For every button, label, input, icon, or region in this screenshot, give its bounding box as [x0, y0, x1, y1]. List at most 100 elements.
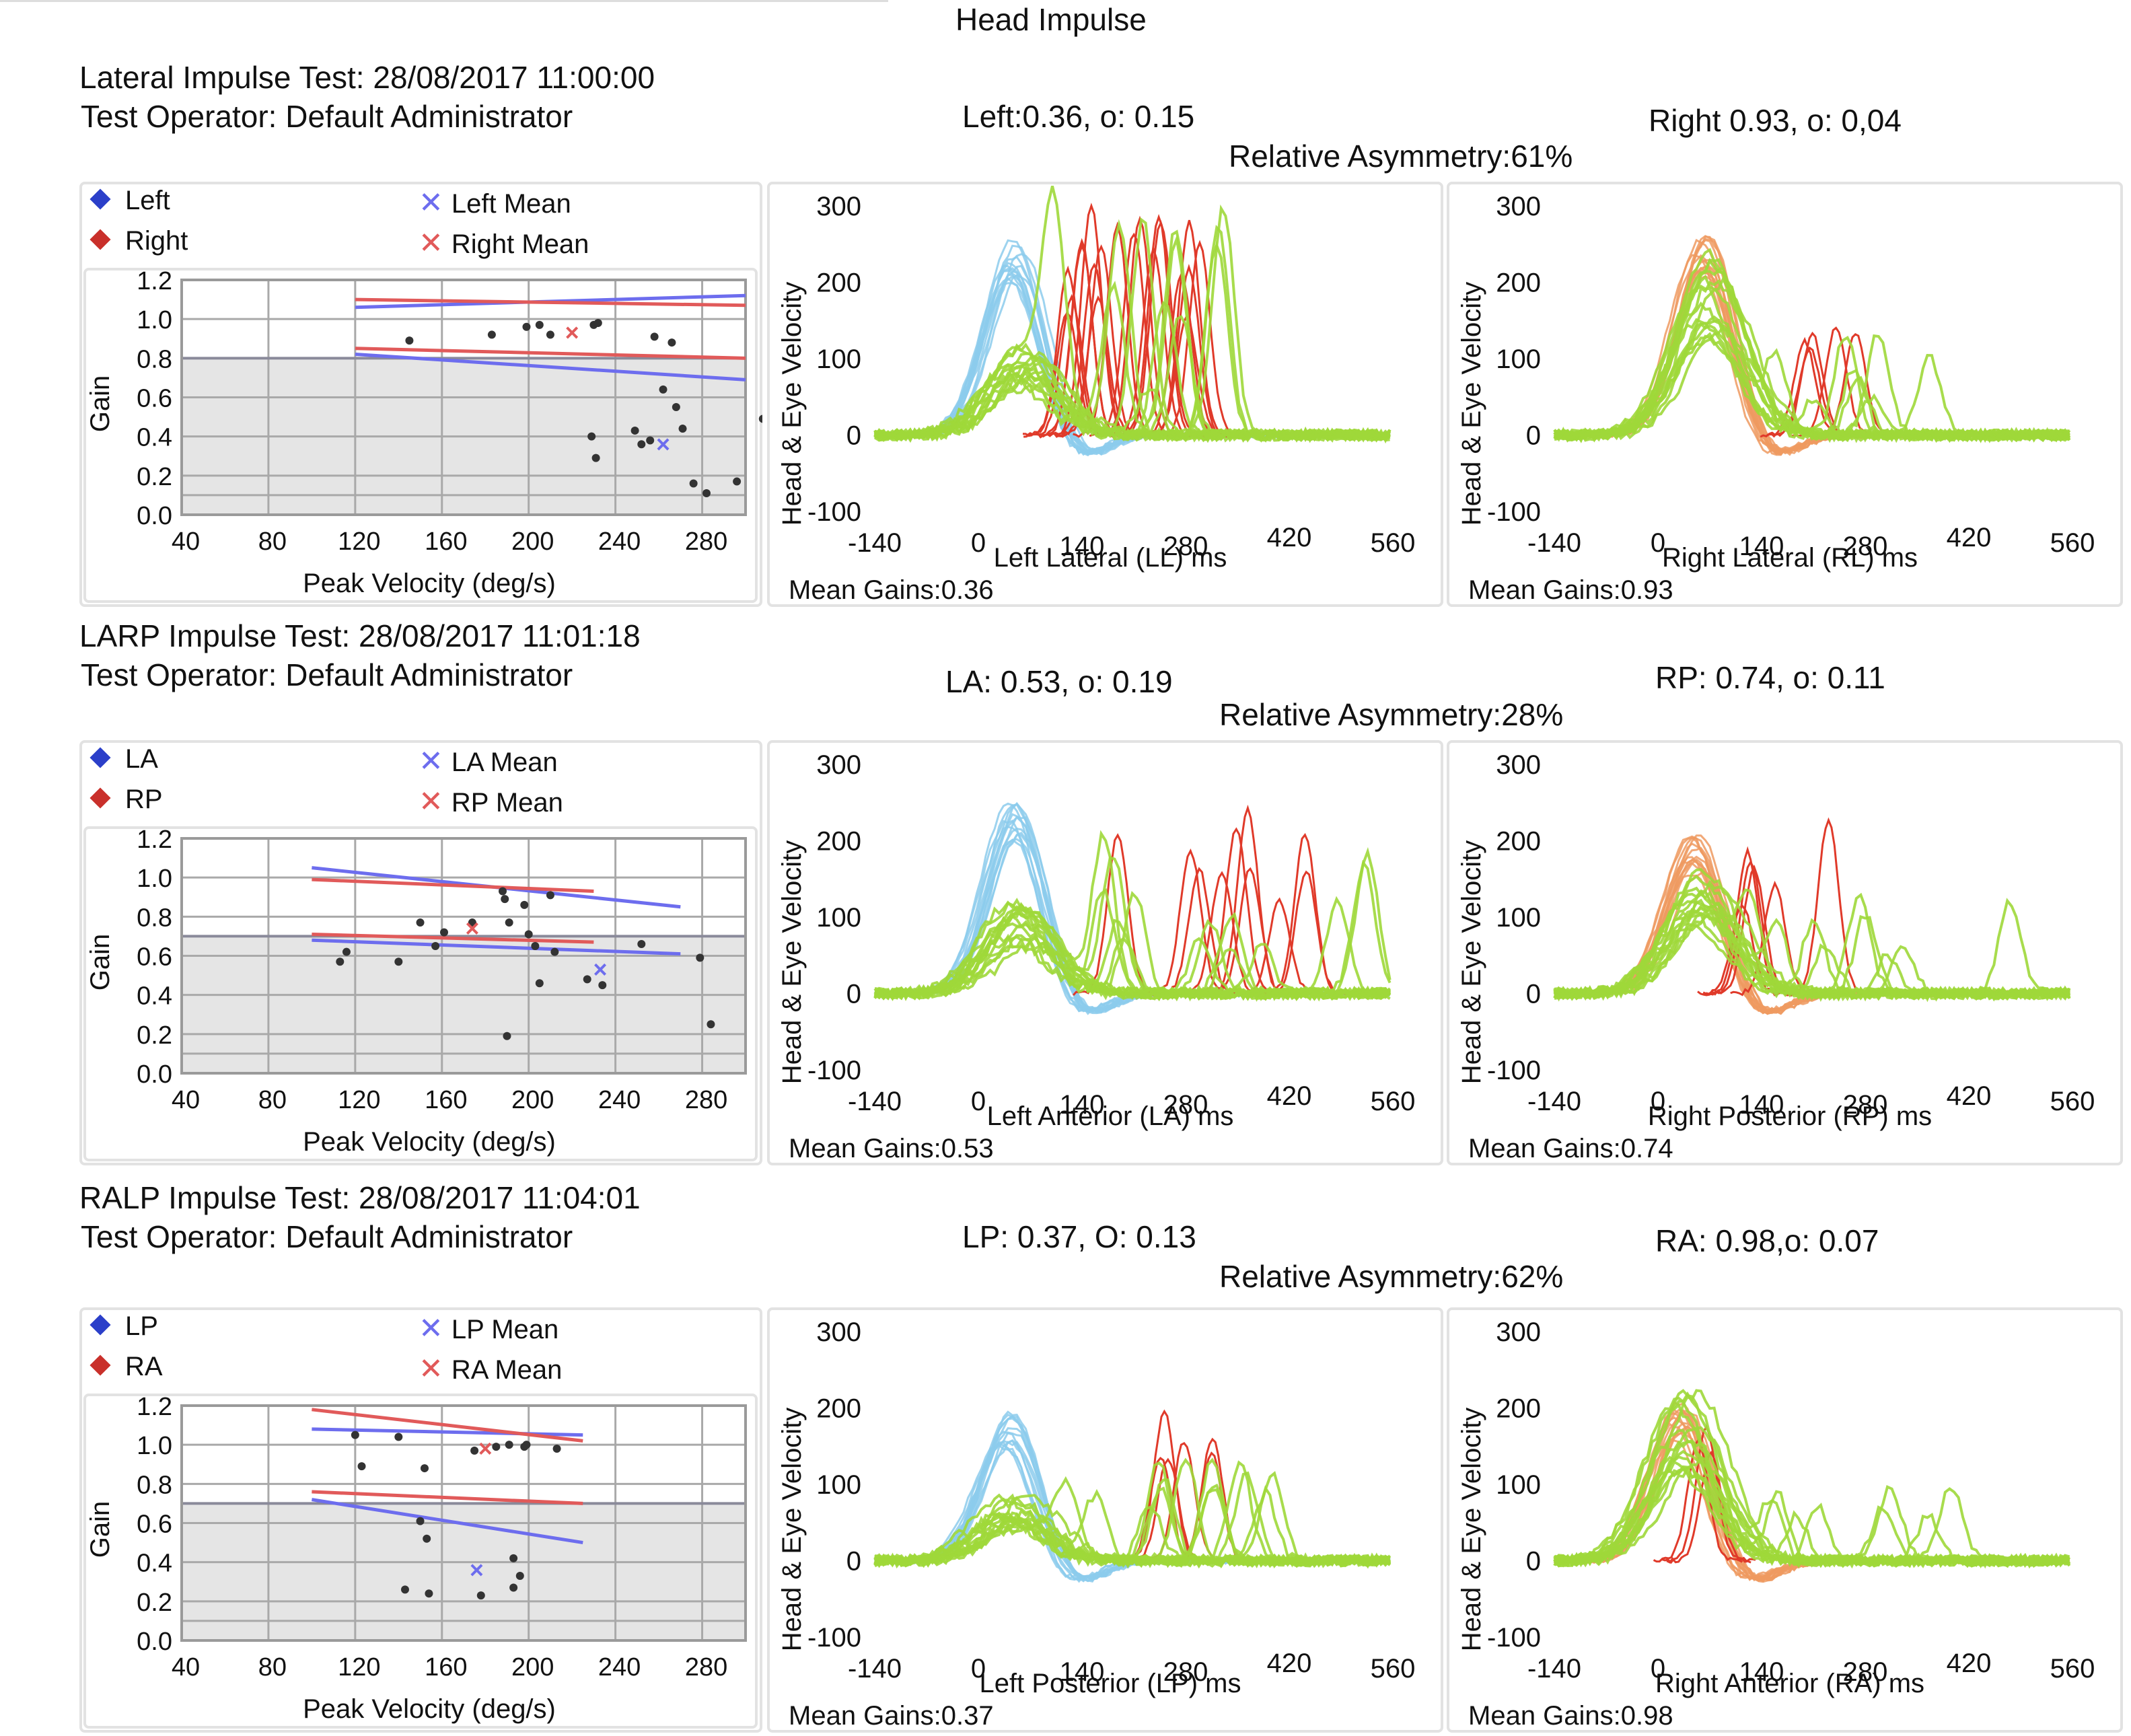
normative-line-red: [312, 877, 594, 894]
y-tick-label: 0.8: [137, 904, 172, 932]
y-tick-label: 0: [1526, 1547, 1541, 1577]
y-tick-label: 300: [816, 1317, 861, 1347]
x-tick-label: 280: [1163, 1090, 1208, 1120]
y-tick-label: 100: [816, 903, 861, 933]
normative-line-blue: [311, 1498, 583, 1545]
data-point: [416, 918, 425, 927]
x-axis-label: Left Posterior (LP) ms: [979, 1669, 1241, 1698]
head-velocity-trace: [1554, 1400, 2070, 1581]
y-axis-label: Gain: [85, 1501, 115, 1558]
x-tick-label: 560: [1371, 1087, 1416, 1116]
left-gain-stat: Left:0.36, o: 0.15: [962, 99, 1195, 134]
y-tick-label: 0: [846, 421, 861, 451]
red-cross-icon: ✕: [419, 227, 443, 260]
page-title: Head Impulse: [955, 2, 1147, 37]
x-axis-label: Right Lateral (RL) ms: [1662, 543, 1918, 573]
x-tick-label: 560: [2050, 528, 2095, 558]
y-tick-label: 0.8: [137, 1471, 172, 1499]
data-point: [593, 318, 602, 327]
x-tick-label: 420: [1267, 1081, 1312, 1111]
y-tick-label: 300: [1496, 750, 1541, 780]
plot-border: [180, 1404, 747, 1642]
left-velocity-trace-chart: 300 200 100 0 -100-140 0 140 280 420 560 Head & Ey…: [777, 1317, 1415, 1731]
right-velocity-trace-chart: 300 200 100 0 -100-140 0 140 280 420 560 Head & Ey…: [1457, 192, 2095, 605]
abnormal-gain-region: [182, 1503, 746, 1640]
y-tick-label: 100: [816, 1470, 861, 1500]
data-point: [531, 941, 540, 950]
mean-gain-label: Mean Gains:0.36: [789, 575, 994, 605]
y-tick-label: 1.0: [137, 306, 172, 334]
data-point: [522, 1441, 531, 1449]
data-point: [678, 425, 687, 433]
eye-velocity-trace: [874, 365, 1392, 444]
y-tick-label: 0.6: [137, 1511, 172, 1539]
y-tick-label: 200: [1496, 1394, 1541, 1424]
x-tick-label: 280: [1163, 532, 1208, 561]
data-point: [509, 1583, 518, 1592]
data-point: [501, 895, 509, 904]
legend-item-b: Right: [89, 226, 188, 256]
left-trace-panel: 300 200 100 0 -100 -140 0 140 280 420 560 Head & Ey…: [767, 182, 1443, 607]
data-point: [646, 436, 655, 445]
eye-velocity-trace: [873, 936, 1391, 1001]
test-title: Lateral Impulse Test: 28/08/2017 11:00:0…: [79, 60, 655, 95]
x-tick-label: 0: [1651, 1087, 1665, 1116]
legend-label: Right Mean: [451, 229, 589, 259]
mean-marker-red: ×: [465, 914, 479, 942]
x-tick-label: 0: [971, 1654, 986, 1684]
test-title: LARP Impulse Test: 28/08/2017 11:01:18: [79, 618, 641, 653]
data-point: [591, 454, 600, 462]
right-trace-panel: 300 200 100 0 -100 -140 0 140 280 420 560 Head & Ey…: [1447, 740, 2123, 1165]
x-tick-label: -140: [1527, 1087, 1581, 1116]
y-tick-label: 1.0: [137, 1432, 172, 1460]
x-tick-label: 280: [685, 1086, 727, 1114]
x-tick-label: 0: [1651, 528, 1665, 558]
normative-line-red: [312, 1408, 583, 1443]
y-tick-label: 1.2: [137, 1393, 172, 1421]
saccade-trace: [1764, 346, 1855, 438]
data-point: [351, 1431, 359, 1439]
eye-velocity-trace: [874, 1483, 1392, 1569]
y-tick-label: 0.0: [137, 1060, 172, 1089]
x-tick-label: 0: [971, 1087, 986, 1116]
legend-label: LP Mean: [451, 1315, 559, 1344]
plot-border: [180, 837, 747, 1075]
data-point: [637, 440, 646, 449]
x-tick-label: 140: [1739, 1090, 1784, 1120]
top-divider: [0, 0, 888, 2]
y-tick-label: 200: [816, 1394, 861, 1424]
left-gain-stat: LP: 0.37, O: 0.13: [962, 1219, 1196, 1254]
relative-asymmetry: Relative Asymmetry:62%: [1219, 1259, 1564, 1294]
x-tick-label: 280: [685, 528, 727, 556]
legend-item-b: RP: [89, 785, 163, 815]
y-tick-label: -100: [1487, 1623, 1541, 1653]
x-tick-label: 160: [425, 1653, 467, 1681]
legend-item-a-mean: ✕ Left Mean: [419, 186, 571, 220]
x-tick-label: 240: [598, 528, 641, 556]
x-tick-label: 120: [338, 528, 380, 556]
y-tick-label: 200: [816, 827, 861, 857]
x-tick-label: 560: [2050, 1087, 2095, 1116]
data-point: [505, 1441, 513, 1449]
eye-velocity-trace: [873, 347, 1391, 443]
red-cross-icon: ✕: [419, 785, 443, 818]
normative-line-red: [355, 347, 746, 360]
x-axis-label: Right Anterior (RA) ms: [1655, 1669, 1924, 1698]
data-point: [439, 928, 448, 937]
data-point: [672, 403, 680, 412]
data-point: [546, 330, 554, 339]
x-tick-label: 0: [971, 528, 986, 558]
x-tick-label: 420: [1947, 1649, 1992, 1678]
data-point: [696, 953, 705, 962]
mean-marker-blue: ×: [593, 955, 608, 983]
data-point: [476, 1591, 485, 1600]
x-tick-label: -140: [1527, 528, 1581, 558]
y-tick-label: -100: [807, 1623, 861, 1653]
normative-line-red: [312, 933, 594, 944]
x-tick-label: 80: [258, 528, 287, 556]
y-tick-label: 100: [1496, 1470, 1541, 1500]
y-tick-label: 300: [1496, 192, 1541, 221]
y-axis-label: Head & Eye Velocity: [1457, 1408, 1486, 1651]
right-gain-stat: RP: 0.74, o: 0.11: [1655, 660, 1885, 695]
x-tick-label: 240: [598, 1653, 641, 1681]
